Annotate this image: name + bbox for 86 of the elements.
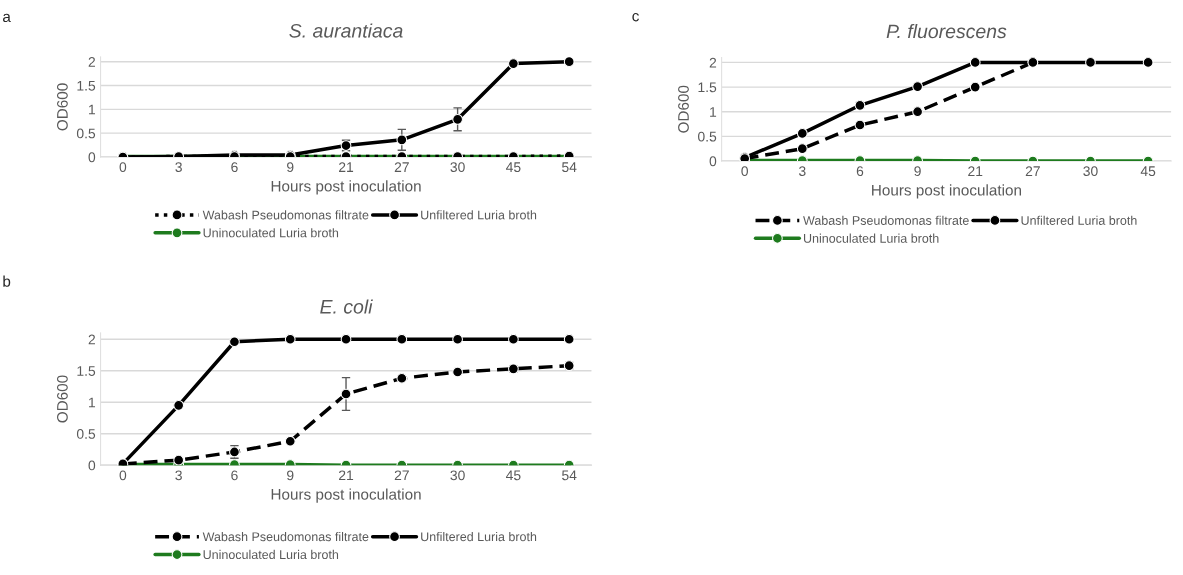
- legend-label: Unfiltered Luria broth: [421, 210, 537, 220]
- x-tick-label: 45: [505, 162, 521, 173]
- point: [452, 113, 463, 125]
- point: [912, 106, 923, 118]
- legend-label: Unfiltered Luria broth: [421, 531, 537, 542]
- x-tick-label: 3: [175, 162, 182, 173]
- point: [969, 81, 981, 93]
- x-axis-title: Hours post inoculation: [271, 488, 421, 503]
- x-tick-label: 30: [450, 162, 465, 173]
- x-tick-label: 6: [856, 166, 864, 177]
- x-tick-label: 9: [914, 166, 921, 177]
- x-tick-label: 54: [562, 162, 577, 173]
- legend-label: Unfiltered Luria broth: [1021, 215, 1137, 225]
- point: [969, 57, 981, 68]
- y-axis-title: OD600: [678, 85, 689, 133]
- point: [340, 333, 352, 345]
- y-tick-label: 2: [709, 57, 717, 68]
- x-tick-label: 27: [394, 162, 409, 172]
- x-tick-label: 45: [1140, 166, 1156, 177]
- text: a: [3, 13, 11, 23]
- x-tick-label: 3: [175, 470, 182, 481]
- x-tick-label: 21: [339, 162, 354, 172]
- point: [396, 333, 408, 345]
- y-tick-label: 1.5: [77, 80, 96, 91]
- point: [1142, 57, 1154, 68]
- x-tick-label: 6: [231, 470, 238, 481]
- y-tick-label: 0: [88, 152, 96, 163]
- y-tick-label: 1.5: [698, 82, 717, 93]
- point: [229, 336, 240, 348]
- x-tick-label: 30: [1083, 166, 1098, 177]
- legend-label: Uninoculated Luria broth: [203, 549, 339, 560]
- x-tick-label: 27: [1025, 166, 1040, 176]
- x-axis-title: Hours post inoculation: [271, 180, 421, 195]
- x-tick-label: 30: [450, 470, 465, 481]
- x-tick-label: 54: [562, 470, 577, 481]
- legend-label: Wabash Pseudomonas filtrate: [202, 210, 369, 220]
- y-tick-label: 2: [88, 57, 95, 67]
- y-tick-label: 2: [88, 334, 95, 345]
- x-tick-label: 6: [231, 162, 238, 173]
- y-tick-label: 0.5: [76, 128, 96, 139]
- y-tick-label: 0: [88, 460, 96, 471]
- x-tick-label: 21: [968, 166, 983, 176]
- point: [284, 333, 296, 345]
- point: [508, 333, 519, 345]
- x-tick-label: 9: [287, 162, 294, 173]
- y-tick-label: 0.5: [76, 429, 96, 439]
- point: [854, 119, 866, 131]
- x-tick-label: 3: [798, 166, 806, 177]
- x-tick-label: 9: [287, 470, 294, 481]
- point: [508, 58, 519, 69]
- point: [912, 81, 923, 92]
- text: b: [3, 275, 11, 287]
- legend-label: Uninoculated Luria broth: [203, 228, 339, 238]
- point: [396, 372, 408, 384]
- point: [452, 366, 463, 378]
- x-tick-label: 21: [339, 470, 354, 481]
- chart-title: S. aurantiaca: [289, 23, 403, 38]
- point: [340, 388, 352, 400]
- y-tick-label: 0.5: [698, 131, 717, 142]
- y-tick-label: 1: [89, 397, 96, 408]
- chart-title: E. coli: [320, 299, 373, 314]
- x-tick-label: 0: [119, 470, 127, 481]
- x-axis-title: Hours post inoculation: [872, 184, 1021, 199]
- legend-label: Wabash Pseudomonas filtrate: [202, 531, 369, 542]
- y-tick-label: 1.5: [77, 366, 96, 376]
- x-tick-label: 0: [741, 166, 748, 177]
- point: [563, 333, 575, 345]
- y-tick-label: 1: [89, 104, 96, 115]
- point: [1085, 57, 1096, 68]
- point: [173, 399, 185, 411]
- point: [1027, 57, 1039, 68]
- point: [284, 435, 296, 447]
- x-tick-label: 27: [394, 470, 409, 481]
- point: [796, 128, 808, 139]
- x-tick-label: 0: [119, 162, 127, 173]
- text: c: [632, 13, 639, 22]
- point: [452, 333, 463, 345]
- x-tick-label: 45: [505, 470, 521, 481]
- y-tick-label: 1: [710, 107, 717, 117]
- y-axis-title: OD600: [56, 83, 68, 131]
- point: [563, 56, 575, 68]
- chart-title: P. fluorescens: [886, 23, 1007, 39]
- y-axis-title: OD600: [56, 375, 68, 423]
- legend-label: Uninoculated Luria broth: [803, 233, 939, 243]
- point: [173, 454, 185, 466]
- legend-label: Wabash Pseudomonas filtrate: [803, 215, 969, 225]
